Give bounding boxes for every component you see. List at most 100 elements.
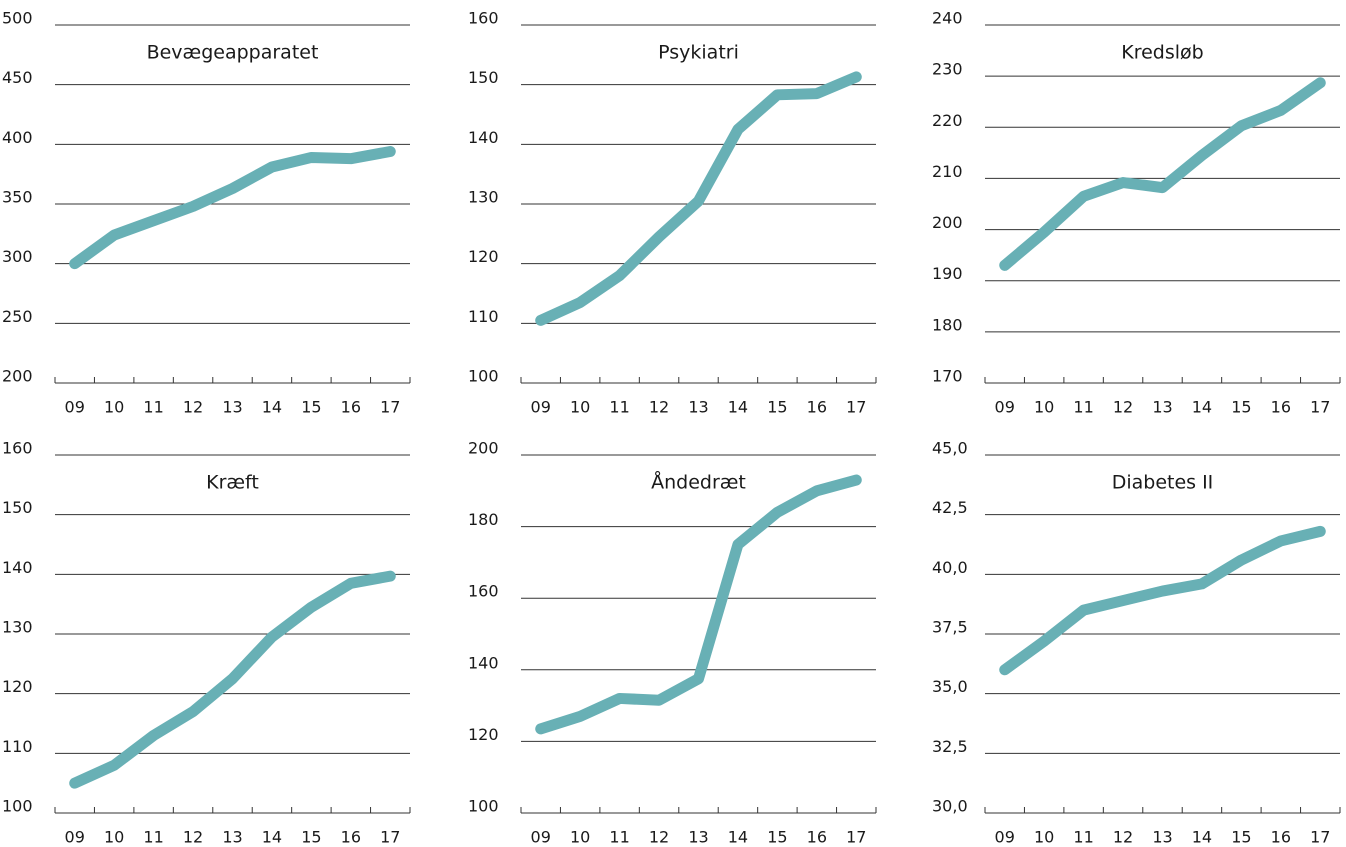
x-tick-label: 14 [262,398,282,417]
x-tick-label: 12 [183,398,203,417]
y-tick-label: 140 [2,558,33,577]
x-tick-label: 12 [649,828,669,847]
x-tick-label: 10 [570,828,590,847]
x-tick-label: 17 [380,398,400,417]
chart-title: Diabetes II [1112,472,1214,494]
y-tick-label: 37,5 [932,618,968,637]
y-tick-label: 160 [2,439,33,458]
panel: 100 120 140 160 180 200 09 10 11 12 13 14 15 16 17 Ånde… [468,439,877,847]
y-tick-label: 140 [468,653,499,672]
x-tick-label: 12 [1113,828,1133,847]
y-tick-label: 100 [468,797,499,816]
y-tick-label: 180 [932,315,963,334]
x-tick-label: 11 [143,828,163,847]
x-tick-label: 09 [995,828,1015,847]
x-tick-label: 10 [104,398,124,417]
y-tick-label: 120 [468,725,499,744]
y-tick-label: 150 [468,68,499,87]
x-tick-label: 17 [380,828,400,847]
y-tick-label: 210 [932,162,963,181]
x-tick-label: 10 [1034,398,1054,417]
chart-title: Åndedræt [651,471,746,494]
y-tick-label: 500 [2,9,33,28]
x-tick-label: 13 [1152,398,1172,417]
y-tick-label: 170 [932,367,963,386]
x-tick-label: 14 [1192,398,1212,417]
y-tick-label: 100 [2,797,33,816]
x-tick-label: 16 [1271,828,1291,847]
x-tick-label: 14 [728,828,748,847]
x-tick-label: 13 [688,828,708,847]
x-tick-label: 16 [341,828,361,847]
panel: 100 110 120 130 140 150 160 09 10 11 12 13 14 15 16 17 K… [2,439,411,847]
x-tick-label: 12 [1113,398,1133,417]
x-tick-label: 11 [609,828,629,847]
y-tick-label: 200 [468,439,499,458]
x-tick-label: 11 [1073,828,1093,847]
x-tick-label: 14 [262,828,282,847]
x-tick-label: 16 [807,398,827,417]
y-tick-label: 130 [2,618,33,637]
data-line [999,77,1326,271]
y-tick-label: 120 [468,247,499,266]
x-tick-label: 15 [767,828,787,847]
y-tick-label: 240 [932,9,963,28]
y-tick-label: 180 [468,510,499,529]
data-line [535,474,862,735]
y-tick-label: 160 [468,582,499,601]
x-tick-label: 16 [1271,398,1291,417]
y-tick-label: 30,0 [932,797,968,816]
y-tick-label: 300 [2,247,33,266]
data-line [999,525,1326,676]
x-tick-label: 16 [341,398,361,417]
x-tick-label: 15 [767,398,787,417]
x-tick-label: 13 [222,398,242,417]
x-tick-label: 13 [688,398,708,417]
x-tick-label: 09 [531,398,551,417]
x-tick-label: 16 [807,828,827,847]
x-tick-label: 13 [1152,828,1172,847]
chart-title: Kredsløb [1121,42,1203,64]
data-line [69,570,396,789]
y-tick-label: 250 [2,307,33,326]
y-tick-label: 100 [468,367,499,386]
x-tick-label: 12 [183,828,203,847]
chart-title: Bevægeapparatet [147,42,319,64]
x-tick-label: 17 [846,828,866,847]
y-tick-label: 450 [2,68,33,87]
x-tick-label: 11 [143,398,163,417]
data-line [535,71,862,326]
x-tick-label: 09 [995,398,1015,417]
x-tick-label: 15 [1231,398,1251,417]
x-tick-label: 09 [65,398,85,417]
x-tick-label: 11 [1073,398,1093,417]
panel: 30,0 32,5 35,0 37,5 40,0 42,5 45,0 09 10 11 12 13 14… [932,439,1341,847]
x-tick-label: 15 [1231,828,1251,847]
y-tick-label: 200 [932,213,963,232]
y-tick-label: 140 [468,128,499,147]
y-tick-label: 160 [468,9,499,28]
x-tick-label: 11 [609,398,629,417]
chart-title: Kræft [206,472,259,494]
y-tick-label: 110 [468,307,499,326]
y-tick-label: 220 [932,111,963,130]
chart-title: Psykiatri [658,42,739,64]
x-tick-label: 17 [1310,398,1330,417]
x-tick-label: 10 [570,398,590,417]
x-tick-label: 10 [1034,828,1054,847]
data-line [69,145,396,270]
x-tick-label: 09 [531,828,551,847]
y-tick-label: 150 [2,498,33,517]
y-tick-label: 35,0 [932,677,968,696]
x-tick-label: 10 [104,828,124,847]
x-tick-label: 17 [846,398,866,417]
x-tick-label: 17 [1310,828,1330,847]
x-tick-label: 14 [728,398,748,417]
y-tick-label: 130 [468,188,499,207]
y-tick-label: 110 [2,737,33,756]
y-tick-label: 230 [932,60,963,79]
y-tick-label: 400 [2,128,33,147]
y-tick-label: 45,0 [932,439,968,458]
panel: 100 110 120 130 140 150 160 09 10 11 12 13 14 15 16 17 P… [468,9,877,417]
